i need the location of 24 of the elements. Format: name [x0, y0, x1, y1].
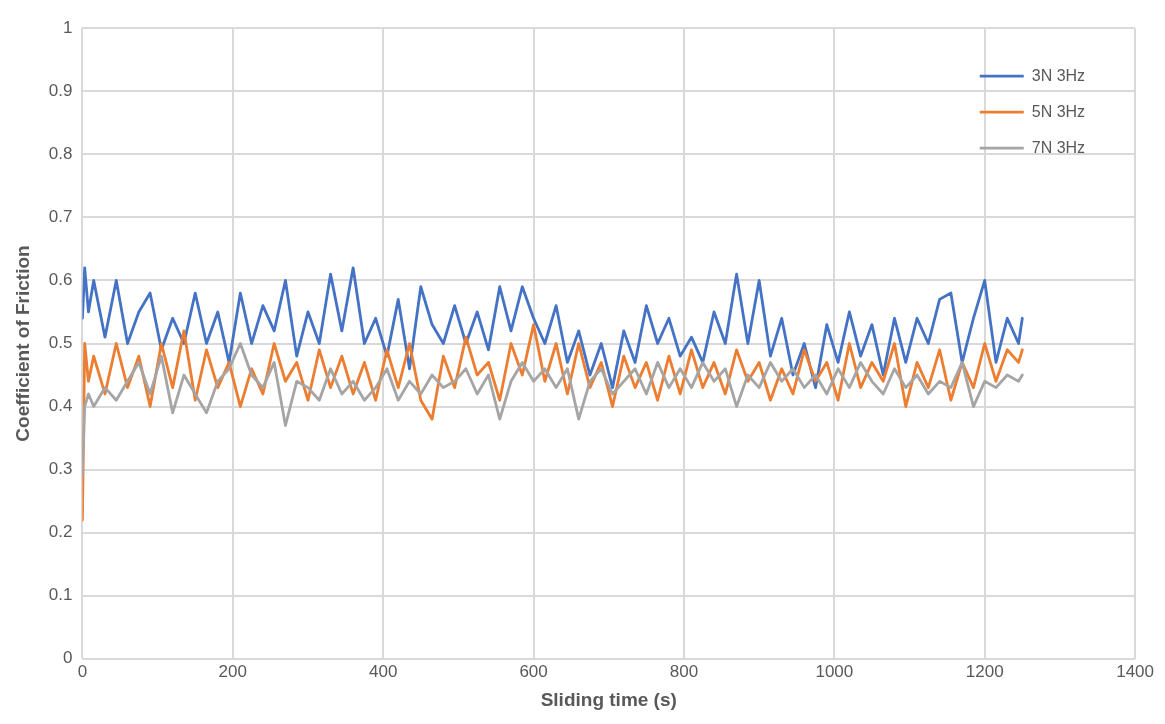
x-tick-label: 600	[519, 661, 548, 681]
x-tick-label: 800	[669, 661, 699, 681]
y-tick-label: 0.1	[48, 585, 73, 605]
legend-label: 7N 3Hz	[1031, 138, 1086, 156]
y-tick-label: 1	[62, 17, 73, 37]
x-tick-label: 1200	[965, 661, 1004, 681]
y-tick-label: 0.2	[48, 522, 73, 542]
y-tick-label: 0.8	[48, 144, 73, 164]
y-axis-title: Coefficient of Friction	[11, 245, 33, 442]
y-tick-label: 0	[62, 648, 73, 668]
x-tick-label: 400	[369, 661, 398, 681]
y-tick-label: 0.5	[48, 333, 73, 353]
x-tick-label: 200	[218, 661, 247, 681]
x-axis-title: Sliding time (s)	[540, 688, 677, 710]
y-tick-label: 0.9	[48, 80, 73, 100]
y-tick-label: 0.4	[48, 396, 73, 416]
x-tick-label: 1400	[1116, 661, 1154, 681]
y-tick-label: 0.7	[48, 207, 73, 227]
legend-label: 3N 3Hz	[1031, 66, 1086, 84]
y-tick-label: 0.3	[48, 459, 73, 479]
legend-label: 5N 3Hz	[1031, 102, 1086, 120]
y-tick-label: 0.6	[48, 270, 73, 290]
x-tick-label: 1000	[815, 661, 854, 681]
x-tick-label: 0	[77, 661, 88, 681]
